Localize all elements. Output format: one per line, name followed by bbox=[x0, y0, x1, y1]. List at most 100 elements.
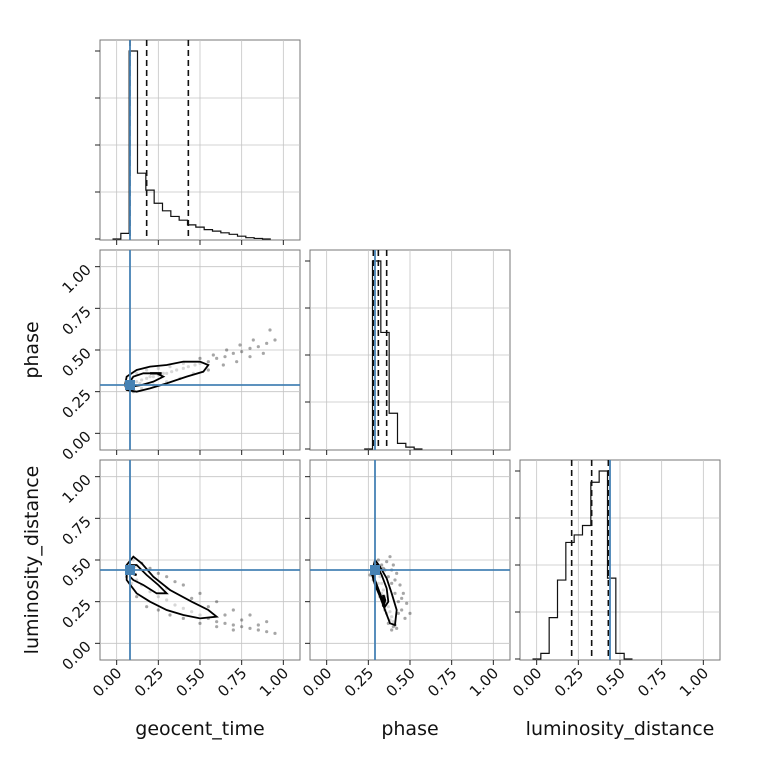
sample-point bbox=[401, 591, 405, 595]
x-tick-label: 0.75 bbox=[214, 664, 250, 700]
sample-point bbox=[390, 628, 394, 632]
sample-point bbox=[145, 605, 149, 609]
sample-point bbox=[215, 356, 219, 360]
sample-point bbox=[135, 595, 139, 599]
sample-point bbox=[198, 621, 202, 625]
y-tick-label: 0.00 bbox=[58, 427, 94, 463]
sample-point bbox=[398, 583, 402, 587]
x-axis-label-geocent-time: geocent_time bbox=[135, 718, 264, 740]
contour-line bbox=[125, 555, 219, 620]
sample-point bbox=[231, 351, 235, 355]
x-tick-label: 0.50 bbox=[172, 664, 208, 700]
truth-marker bbox=[370, 565, 380, 575]
sample-point bbox=[386, 575, 390, 579]
sample-point bbox=[231, 628, 235, 632]
x-tick-label: 0.25 bbox=[131, 664, 167, 700]
sample-point bbox=[221, 363, 225, 367]
sample-point bbox=[223, 621, 227, 625]
y-tick-label: 0.75 bbox=[58, 512, 94, 548]
histogram bbox=[532, 470, 633, 660]
sample-point bbox=[256, 623, 260, 627]
sample-point bbox=[376, 558, 380, 562]
sample-point bbox=[265, 341, 269, 345]
sample-point bbox=[393, 591, 397, 595]
sample-point bbox=[215, 600, 219, 604]
sample-point bbox=[198, 356, 202, 360]
sample-point bbox=[396, 611, 400, 615]
sample-point bbox=[206, 368, 210, 372]
panel-hist-geocent-time bbox=[95, 39, 301, 245]
sample-point bbox=[215, 620, 219, 624]
x-tick-label: 1.00 bbox=[466, 664, 502, 700]
quantile-lines bbox=[570, 460, 610, 660]
panel-2d-phase-luminosity-distance: 0.00 0.25 0.50 0.75 1.00 bbox=[299, 459, 511, 700]
panel-2d-geocent-time-phase: 0.00 0.25 0.50 0.75 1.00 bbox=[58, 249, 301, 464]
sample-point bbox=[248, 355, 252, 359]
sample-point bbox=[256, 628, 260, 632]
sample-point bbox=[380, 563, 384, 567]
sample-point bbox=[248, 346, 252, 350]
x-tick-label: 0.50 bbox=[592, 664, 628, 700]
x-tick-label: 0.50 bbox=[382, 664, 418, 700]
histogram bbox=[112, 50, 271, 240]
sample-point bbox=[156, 571, 160, 575]
x-tick-label: 0.00 bbox=[89, 664, 125, 700]
panel-hist-luminosity-distance: 0.00 0.25 0.50 0.75 1.00 bbox=[509, 459, 721, 700]
sample-point bbox=[391, 625, 395, 629]
sample-point bbox=[223, 613, 227, 617]
y-tick-label: 1.00 bbox=[58, 471, 94, 507]
sample-point bbox=[248, 613, 252, 617]
grid bbox=[520, 460, 720, 660]
y-tick-label: 0.00 bbox=[58, 637, 94, 673]
truth-lines bbox=[100, 460, 300, 660]
sample-point bbox=[223, 355, 227, 359]
quantile-lines bbox=[372, 250, 388, 450]
sample-point bbox=[273, 338, 277, 342]
sample-point bbox=[156, 608, 160, 612]
sample-point bbox=[408, 611, 412, 615]
sample-point bbox=[261, 351, 265, 355]
x-tick-label: 0.25 bbox=[341, 664, 377, 700]
sample-point bbox=[206, 360, 210, 364]
sample-point bbox=[268, 328, 272, 332]
y-tick-label: 0.25 bbox=[58, 596, 94, 632]
grid bbox=[100, 460, 300, 660]
ticks bbox=[95, 50, 284, 245]
x-tick-label: 0.25 bbox=[551, 664, 587, 700]
x-axis-label-phase: phase bbox=[381, 718, 438, 740]
sample-point bbox=[240, 625, 244, 629]
sample-point bbox=[390, 581, 394, 585]
histogram-step bbox=[532, 470, 633, 660]
sample-point bbox=[181, 616, 185, 620]
sample-point bbox=[400, 596, 404, 600]
truth-marker bbox=[125, 565, 135, 575]
sample-point bbox=[173, 580, 177, 584]
sample-point bbox=[403, 616, 407, 620]
panel-hist-phase bbox=[305, 249, 511, 455]
y-axis-label-luminosity-distance: luminosity_distance bbox=[21, 466, 43, 655]
sample-point bbox=[231, 623, 235, 627]
x-tick-label: 1.00 bbox=[676, 664, 712, 700]
truth-marker bbox=[125, 380, 135, 390]
sample-point bbox=[400, 608, 404, 612]
sample-point bbox=[265, 620, 269, 624]
sample-point bbox=[225, 348, 229, 352]
sample-point bbox=[181, 583, 185, 587]
sample-point bbox=[248, 626, 252, 630]
sample-point bbox=[393, 578, 397, 582]
sample-point bbox=[385, 560, 389, 564]
sample-point bbox=[388, 555, 392, 559]
sample-point bbox=[256, 345, 260, 349]
y-tick-label: 0.75 bbox=[58, 302, 94, 338]
sample-point bbox=[273, 631, 277, 635]
contour-line bbox=[382, 594, 387, 607]
y-tick-label: 0.25 bbox=[58, 386, 94, 422]
sample-point bbox=[240, 350, 244, 354]
sample-point bbox=[240, 618, 244, 622]
sample-point bbox=[206, 605, 210, 609]
x-axis-label-luminosity-distance: luminosity_distance bbox=[526, 718, 715, 740]
grid bbox=[100, 250, 300, 450]
histogram-step bbox=[112, 50, 271, 240]
